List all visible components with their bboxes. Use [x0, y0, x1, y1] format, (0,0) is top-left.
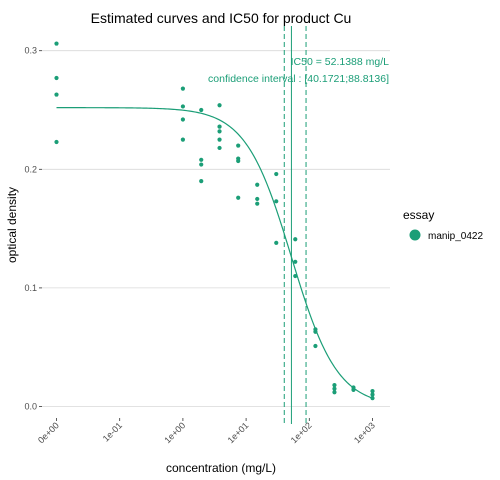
data-point [181, 138, 185, 142]
legend-key-marker [410, 230, 421, 241]
gridlines [42, 51, 390, 407]
data-point [54, 41, 58, 45]
data-point [54, 92, 58, 96]
data-point [217, 125, 221, 129]
legend-title: essay [403, 208, 434, 222]
x-tick-label: 0e+00 [36, 420, 61, 445]
fitted-curve [57, 108, 373, 398]
confidence-interval-annotation: confidence interval : [40.1721;88.8136] [208, 73, 389, 85]
ic50-annotation: IC50 = 52.1388 mg/L [291, 56, 390, 68]
data-points [54, 41, 374, 400]
data-point [293, 237, 297, 241]
x-axis-title: concentration (mg/L) [166, 461, 276, 475]
x-tick-label: 1e+00 [162, 420, 187, 445]
data-point [217, 138, 221, 142]
data-point [54, 76, 58, 80]
data-point [255, 197, 259, 201]
data-point [255, 202, 259, 206]
data-point [199, 108, 203, 112]
data-point [293, 274, 297, 278]
x-tick-label: 1e-01 [101, 420, 124, 443]
x-tick-label: 1e+01 [226, 420, 251, 445]
legend: essay manip_0422 [403, 208, 483, 242]
data-point [217, 103, 221, 107]
data-point [236, 159, 240, 163]
data-point [313, 330, 317, 334]
data-point [351, 388, 355, 392]
chart-title: Estimated curves and IC50 for product Cu [91, 10, 352, 26]
data-point [274, 199, 278, 203]
data-point [181, 117, 185, 121]
legend-label: manip_0422 [428, 231, 483, 242]
data-point [313, 344, 317, 348]
fitted-curve-layer [57, 108, 373, 398]
data-point [255, 183, 259, 187]
data-point [332, 390, 336, 394]
data-point [293, 260, 297, 264]
data-point [199, 162, 203, 166]
data-point [274, 172, 278, 176]
y-tick-label: 0.1 [24, 283, 37, 293]
data-point [54, 140, 58, 144]
data-point [274, 241, 278, 245]
data-point [181, 104, 185, 108]
y-axis-title: optical density [5, 187, 19, 263]
data-point [217, 129, 221, 133]
data-point [236, 196, 240, 200]
data-point [217, 146, 221, 150]
data-point [199, 158, 203, 162]
data-point [236, 143, 240, 147]
x-tick-label: 1e+03 [352, 420, 377, 445]
data-point [370, 396, 374, 400]
x-tick-label: 1e+02 [289, 420, 314, 445]
data-point [199, 179, 203, 183]
y-tick-label: 0.2 [24, 164, 37, 174]
ic50-lines [284, 26, 306, 424]
y-tick-label: 0.3 [24, 46, 37, 56]
axes: 0.0 0.1 0.2 0.3 0e+00 1e-01 1e+00 1e+01 1e+02 1e+… [24, 46, 376, 446]
data-point [181, 87, 185, 91]
y-tick-label: 0.0 [24, 402, 37, 412]
